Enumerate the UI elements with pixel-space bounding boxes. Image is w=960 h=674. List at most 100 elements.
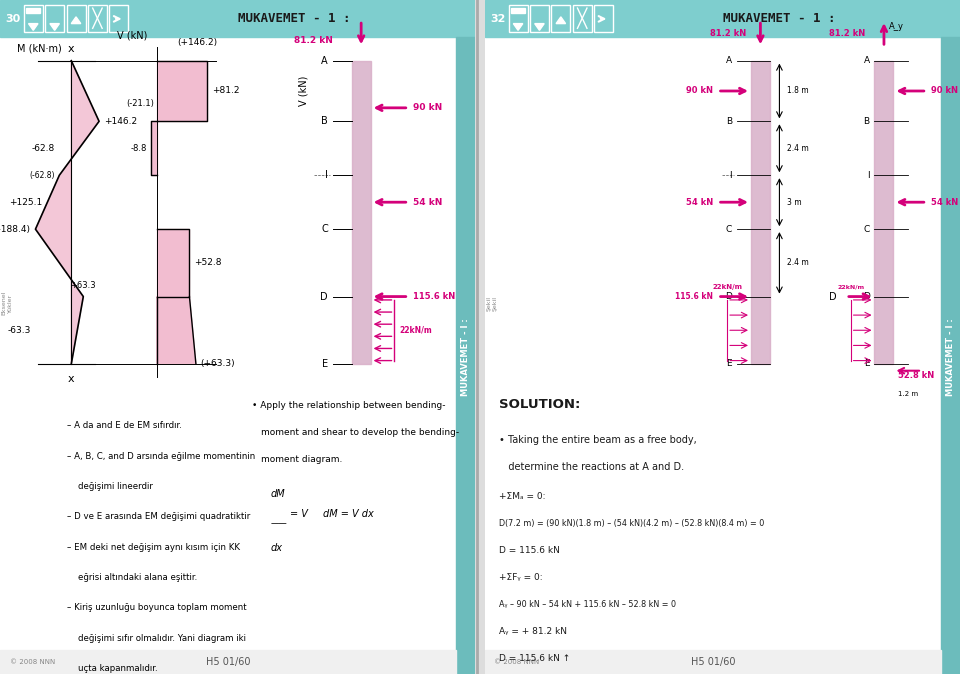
Bar <box>551 5 570 32</box>
Text: M (kN·m): M (kN·m) <box>17 44 61 54</box>
Text: SOLUTION:: SOLUTION: <box>499 398 581 410</box>
Text: D: D <box>725 292 732 301</box>
Bar <box>0 650 456 674</box>
Bar <box>941 37 960 674</box>
Text: Aᵧ – 90 kN – 54 kN + 115.6 kN – 52.8 kN = 0: Aᵧ – 90 kN – 54 kN + 115.6 kN – 52.8 kN … <box>499 600 676 609</box>
Text: 90 kN: 90 kN <box>685 86 713 96</box>
Text: (+63.3): (+63.3) <box>201 359 235 369</box>
Text: MUKAVEMET - I :: MUKAVEMET - I : <box>461 318 470 396</box>
Text: 30: 30 <box>6 14 21 24</box>
Text: I: I <box>325 171 328 180</box>
Text: 1.2 m: 1.2 m <box>899 391 919 397</box>
Text: 2.4 m: 2.4 m <box>786 258 808 268</box>
Text: 22kN/m: 22kN/m <box>399 326 432 335</box>
Text: 54 kN: 54 kN <box>414 197 443 207</box>
Text: H5 01/60: H5 01/60 <box>205 657 251 667</box>
Polygon shape <box>29 24 38 30</box>
Text: D: D <box>828 292 836 301</box>
Bar <box>751 61 770 364</box>
Text: +ΣFᵧ = 0:: +ΣFᵧ = 0: <box>499 573 542 582</box>
Text: x: x <box>68 374 75 384</box>
Text: (-188.4): (-188.4) <box>0 224 31 234</box>
Text: I: I <box>867 171 870 180</box>
Text: 54 kN: 54 kN <box>931 197 959 207</box>
Text: – A da and E de EM sıfırdır.: – A da and E de EM sıfırdır. <box>66 421 181 430</box>
Text: 54 kN: 54 kN <box>685 197 713 207</box>
Text: 22kN/m: 22kN/m <box>837 285 864 290</box>
Text: +52.8: +52.8 <box>194 258 222 268</box>
Bar <box>2 3 24 34</box>
Text: © 2008 NNN: © 2008 NNN <box>10 659 55 665</box>
Bar <box>0 0 475 37</box>
Text: A: A <box>726 56 732 65</box>
Text: 115.6 kN: 115.6 kN <box>414 292 456 301</box>
Text: +ΣMₐ = 0:: +ΣMₐ = 0: <box>499 492 545 501</box>
Text: MUKAVEMET - 1 :: MUKAVEMET - 1 : <box>238 12 350 26</box>
Text: 81.2 kN: 81.2 kN <box>709 29 746 38</box>
Text: C: C <box>863 224 870 234</box>
Bar <box>109 5 129 32</box>
Polygon shape <box>556 17 565 24</box>
Polygon shape <box>156 297 196 364</box>
Text: B: B <box>322 117 328 126</box>
Text: dM: dM <box>271 489 285 499</box>
Bar <box>509 5 528 32</box>
Text: Eksenel
Yükler: Eksenel Yükler <box>2 291 12 315</box>
Text: Şekil
Şekil: Şekil Şekil <box>487 296 497 311</box>
Bar <box>530 5 549 32</box>
Bar <box>24 5 43 32</box>
Text: V (kN): V (kN) <box>117 30 147 40</box>
Text: I: I <box>730 171 732 180</box>
Text: V (kN): V (kN) <box>299 75 309 106</box>
Bar <box>351 61 371 364</box>
Text: determine the reactions at A and D.: determine the reactions at A and D. <box>499 462 684 472</box>
Text: uçta kapanmalıdır.: uçta kapanmalıdır. <box>66 664 157 673</box>
Bar <box>485 0 960 37</box>
Text: 22kN/m: 22kN/m <box>712 284 742 290</box>
Text: A: A <box>322 56 328 65</box>
Bar <box>511 8 525 13</box>
Text: A_y: A_y <box>889 22 903 32</box>
Text: 32: 32 <box>491 14 506 24</box>
Text: © 2008 NNN: © 2008 NNN <box>494 659 540 665</box>
Text: +125.1: +125.1 <box>10 197 43 207</box>
Polygon shape <box>152 121 156 175</box>
Text: H5 01/60: H5 01/60 <box>690 657 735 667</box>
Text: D: D <box>321 292 328 301</box>
Text: 1.8 m: 1.8 m <box>786 86 808 96</box>
Text: – EM deki net değişim aynı kısım için KK: – EM deki net değişim aynı kısım için KK <box>66 543 240 551</box>
Text: değişimi lineerdir: değişimi lineerdir <box>66 482 153 491</box>
Text: MUKAVEMET - 1 :: MUKAVEMET - 1 : <box>723 12 835 26</box>
Text: A: A <box>864 56 870 65</box>
Text: C: C <box>726 224 732 234</box>
Bar <box>45 5 64 32</box>
Polygon shape <box>71 17 81 24</box>
Polygon shape <box>514 24 523 30</box>
Bar <box>594 5 613 32</box>
Text: (-21.1): (-21.1) <box>126 99 155 108</box>
Text: D(7.2 m) = (90 kN)(1.8 m) – (54 kN)(4.2 m) – (52.8 kN)(8.4 m) = 0: D(7.2 m) = (90 kN)(1.8 m) – (54 kN)(4.2 … <box>499 519 764 528</box>
Text: dM = V dx: dM = V dx <box>324 509 373 519</box>
Bar <box>456 37 475 674</box>
Text: eğrisi altındaki alana eşittir.: eğrisi altındaki alana eşittir. <box>66 573 197 582</box>
Text: -8.8: -8.8 <box>131 144 147 153</box>
Text: B: B <box>726 117 732 126</box>
Text: D: D <box>863 292 870 301</box>
Text: ——: —— <box>271 519 288 528</box>
Bar <box>88 5 107 32</box>
Text: 3 m: 3 m <box>786 197 802 207</box>
Text: – A, B, C, and D arsında eğilme momentinin: – A, B, C, and D arsında eğilme momentin… <box>66 452 254 460</box>
Text: – D ve E arasında EM değişimi quadratiktir: – D ve E arasında EM değişimi quadratikt… <box>66 512 250 521</box>
Text: x: x <box>68 44 75 54</box>
Text: 115.6 kN: 115.6 kN <box>675 292 713 301</box>
Text: (+146.2): (+146.2) <box>177 38 217 47</box>
Text: +146.2: +146.2 <box>104 117 137 126</box>
Bar <box>573 5 591 32</box>
Text: E: E <box>727 359 732 369</box>
Polygon shape <box>50 24 60 30</box>
Text: D = 115.6 kN: D = 115.6 kN <box>499 546 560 555</box>
Bar <box>487 3 509 34</box>
Bar <box>485 650 941 674</box>
Text: -62.8: -62.8 <box>32 144 55 153</box>
Text: D = 115.6 kN ↑: D = 115.6 kN ↑ <box>499 654 570 663</box>
